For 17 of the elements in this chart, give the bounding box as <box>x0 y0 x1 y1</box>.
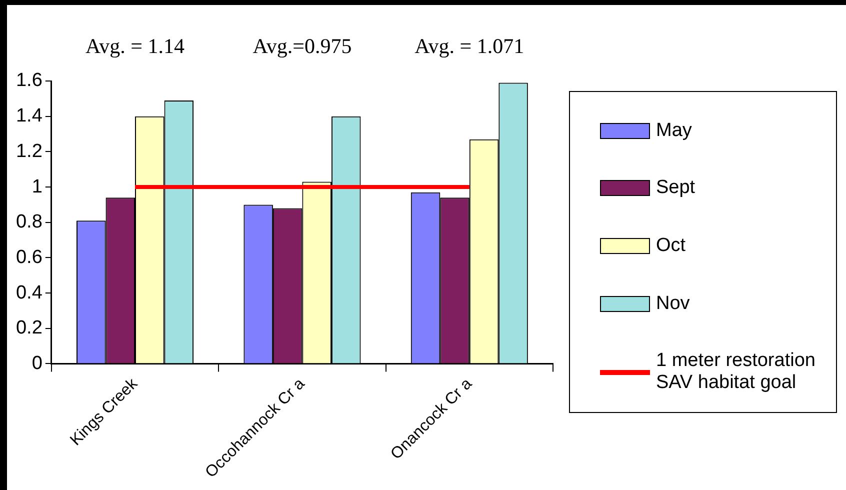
legend-label: Sept <box>656 177 696 200</box>
y-tick-label: 0.2 <box>16 318 42 339</box>
y-tick-label: 0 <box>32 352 42 374</box>
y-tick-label: 1.2 <box>16 140 42 162</box>
legend-label: 1 meter restoration SAV habitat goal <box>656 350 816 394</box>
y-tick-label: 1.4 <box>16 106 43 127</box>
legend-label: Oct <box>656 234 686 257</box>
text: Avg.=0.975 <box>252 34 352 58</box>
legend-label: May <box>656 120 692 142</box>
y-tick-label: 1 <box>32 176 42 198</box>
y-tick-label: 0.4 <box>16 282 43 304</box>
y-tick-label: 1.6 <box>16 70 42 92</box>
text: Avg. = 1.14 <box>86 34 185 58</box>
y-tick-label: 0.8 <box>16 212 42 233</box>
text: Avg. = 1.071 <box>414 34 524 58</box>
y-tick-label: 0.6 <box>16 246 42 268</box>
legend-label: Nov <box>656 292 690 315</box>
